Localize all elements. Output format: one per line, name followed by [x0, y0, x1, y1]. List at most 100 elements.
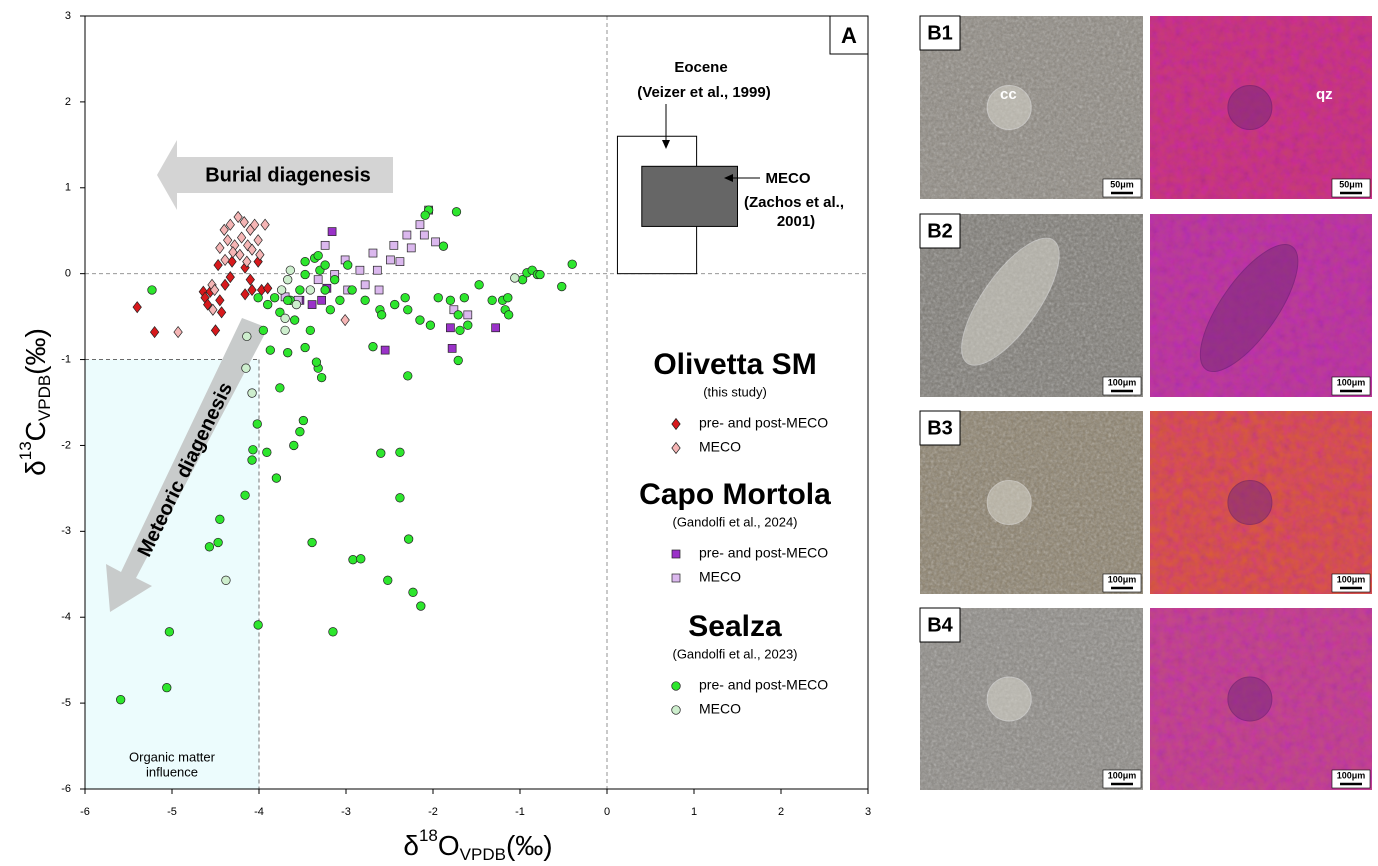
data-point	[401, 293, 410, 302]
data-point	[174, 327, 182, 338]
data-point	[283, 296, 292, 305]
data-point	[403, 372, 412, 381]
data-point	[383, 576, 392, 585]
y-tick-label: -1	[61, 353, 71, 365]
data-point	[259, 326, 268, 335]
data-point	[396, 494, 405, 503]
data-point	[396, 448, 405, 457]
data-point	[241, 491, 250, 500]
y-axis-label-part: 13	[16, 441, 35, 460]
data-point	[264, 283, 272, 294]
data-point	[261, 219, 269, 230]
legend-marker	[672, 682, 681, 691]
data-point	[329, 628, 338, 637]
x-tick-label: 1	[691, 806, 697, 818]
data-point	[407, 244, 415, 252]
data-point	[296, 286, 305, 295]
data-point	[248, 456, 257, 465]
data-point	[266, 346, 275, 355]
x-tick-label: 3	[865, 806, 871, 818]
data-point	[308, 538, 317, 547]
data-point	[221, 279, 229, 290]
data-point	[361, 281, 369, 289]
data-point	[369, 249, 377, 257]
y-tick-label: -5	[61, 697, 71, 709]
legend-group-title: Sealza	[688, 610, 782, 643]
data-point	[356, 555, 365, 564]
data-point	[409, 588, 418, 597]
data-point	[421, 211, 430, 220]
data-point	[314, 276, 322, 284]
y-tick-label: 3	[65, 10, 71, 22]
legend-label: pre- and post-MECO	[699, 677, 828, 693]
y-tick-label: -4	[61, 611, 71, 623]
data-point	[281, 326, 290, 335]
data-point	[248, 389, 257, 398]
data-point	[492, 324, 500, 332]
data-point	[312, 358, 321, 367]
scale-bar-label: 100μm	[1108, 574, 1137, 584]
data-point	[510, 274, 519, 283]
y-axis-label-part: C	[20, 421, 51, 441]
data-point	[381, 346, 389, 354]
x-tick-label: -2	[428, 806, 438, 818]
data-point	[536, 270, 545, 279]
scale-bar-label: 100μm	[1337, 770, 1366, 780]
legend-label: pre- and post-MECO	[699, 415, 828, 431]
micrograph-label: B3	[927, 417, 953, 439]
x-tick-label: -3	[341, 806, 351, 818]
y-tick-label: -6	[61, 783, 71, 795]
data-point	[446, 324, 454, 332]
scale-bar-label: 50μm	[1339, 179, 1363, 189]
micrograph-grain	[1228, 86, 1272, 130]
y-tick-label: -3	[61, 525, 71, 537]
legend-label: MECO	[699, 439, 741, 455]
data-point	[356, 266, 364, 274]
data-point	[263, 448, 272, 457]
scatter-plot: Organic matterinfluence-6-5-4-3-2-10123-…	[16, 10, 871, 865]
data-point	[403, 305, 412, 314]
data-point	[162, 683, 171, 692]
scale-bar-label: 100μm	[1108, 377, 1137, 387]
data-point	[464, 311, 472, 319]
data-point	[426, 321, 435, 330]
data-point	[416, 221, 424, 229]
x-axis-label-part: δ	[403, 830, 419, 861]
legend-label: MECO	[699, 569, 741, 585]
scale-bar-label: 50μm	[1110, 179, 1134, 189]
data-point	[475, 281, 484, 290]
data-point	[314, 251, 323, 260]
data-point	[286, 266, 295, 275]
data-point	[375, 286, 383, 294]
data-point	[270, 293, 279, 302]
data-point	[452, 208, 461, 217]
micrograph-grain	[1228, 481, 1272, 525]
data-point	[328, 228, 336, 236]
micrograph-grain	[987, 481, 1031, 525]
micrograph-grain	[987, 677, 1031, 721]
data-point	[277, 286, 286, 295]
x-axis-label-part: O	[438, 830, 460, 861]
micrograph-callout: cc	[1000, 86, 1017, 103]
data-point	[228, 256, 236, 267]
y-axis-label-part: δ	[20, 460, 51, 476]
region-label: influence	[146, 764, 198, 779]
data-point	[336, 296, 345, 305]
data-point	[283, 275, 292, 284]
x-axis-label-part: (‰)	[506, 830, 553, 861]
data-point	[243, 332, 252, 341]
eocene-source: (Veizer et al., 1999)	[637, 84, 770, 101]
data-point	[283, 348, 292, 357]
meco-box	[642, 166, 738, 226]
data-point	[254, 235, 262, 246]
legend-label: pre- and post-MECO	[699, 545, 828, 561]
data-point	[341, 315, 349, 326]
data-point	[217, 307, 225, 318]
data-point	[299, 416, 308, 425]
x-tick-label: -1	[515, 806, 525, 818]
scale-bar-label: 100μm	[1108, 770, 1137, 780]
scale-bar-label: 100μm	[1337, 574, 1366, 584]
data-point	[557, 282, 566, 291]
data-point	[211, 325, 219, 336]
legend-group-subtitle: (this study)	[703, 384, 767, 399]
